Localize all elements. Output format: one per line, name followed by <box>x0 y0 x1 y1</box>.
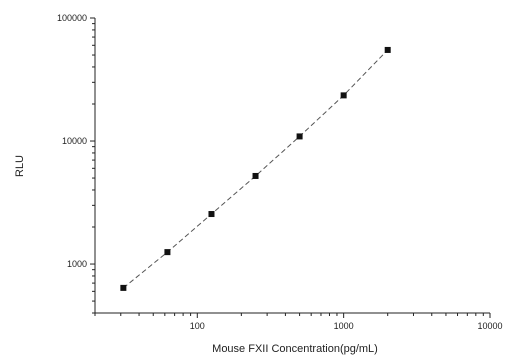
x-axis-ticks: 100 1000 10000 <box>94 313 503 331</box>
y-tick-label: 100000 <box>57 13 87 23</box>
y-axis-ticks: 1000 10000 100000 <box>57 13 95 314</box>
x-tick-label: 10000 <box>477 321 502 331</box>
y-axis-title: RLU <box>14 155 26 177</box>
data-point <box>296 133 303 140</box>
data-point <box>384 46 391 53</box>
x-tick-label: 1000 <box>334 321 354 331</box>
data-point <box>340 92 347 99</box>
data-point <box>120 284 127 291</box>
x-tick-label: 100 <box>190 321 205 331</box>
x-axis-title: Mouse FXII Concentration(pg/mL) <box>212 343 378 355</box>
data-markers <box>120 46 391 291</box>
fit-line <box>123 49 389 289</box>
y-tick-label: 10000 <box>62 136 87 146</box>
data-point <box>164 249 171 256</box>
plot-frame <box>94 18 490 314</box>
data-point <box>252 172 259 179</box>
y-tick-label: 1000 <box>67 259 87 269</box>
data-point <box>208 211 215 218</box>
